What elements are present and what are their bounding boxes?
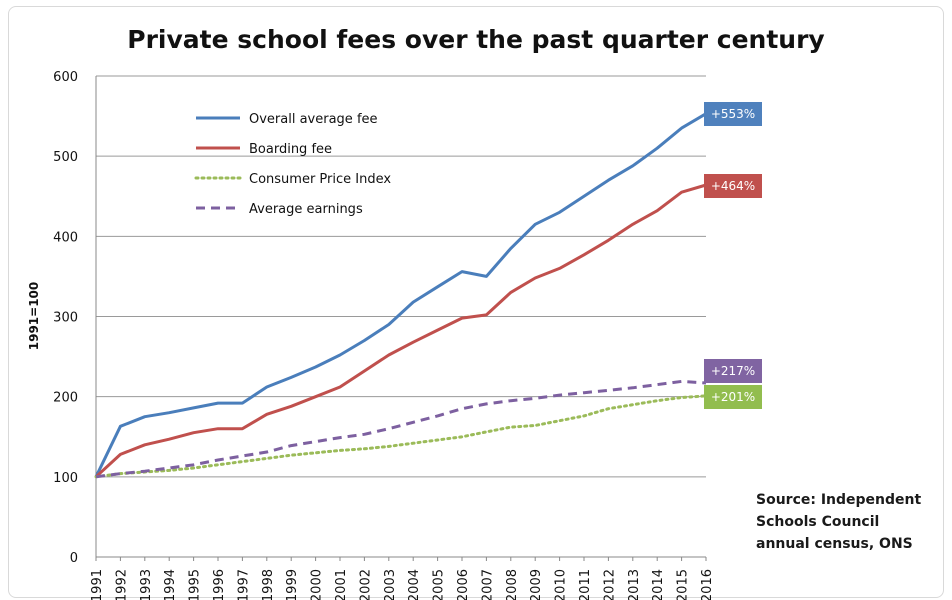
end-label-badge: +217% bbox=[704, 359, 762, 383]
legend-label: Overall average fee bbox=[249, 112, 378, 127]
x-tick-label: 2009 bbox=[529, 569, 544, 600]
y-tick-label: 200 bbox=[53, 391, 78, 406]
x-tick-label: 1991 bbox=[90, 569, 105, 600]
x-tick-label: 1997 bbox=[236, 569, 251, 600]
x-tick-label: 2000 bbox=[310, 569, 325, 600]
end-label-badge: +464% bbox=[704, 174, 762, 198]
y-tick-label: 500 bbox=[53, 150, 78, 165]
x-tick-label: 2007 bbox=[480, 569, 495, 600]
end-label-box bbox=[704, 385, 762, 409]
end-label-badge: +553% bbox=[704, 102, 762, 126]
x-tick-label: 2005 bbox=[432, 569, 447, 600]
chart-frame bbox=[8, 6, 944, 598]
legend: Overall average fee Boarding fee Consumer … bbox=[194, 112, 391, 217]
source-line-1: Source: Independent bbox=[756, 492, 921, 508]
x-tick-label: 1994 bbox=[163, 569, 178, 600]
end-label-text: +464% bbox=[711, 179, 755, 193]
x-axis-ticks: 1991 1992 1993 1994 1995 1996 1997 1998 1999 2000… bbox=[90, 557, 715, 600]
x-tick-label: 2011 bbox=[578, 569, 593, 600]
series-line-average-earnings bbox=[95, 379, 707, 479]
series-line-overall-average-fee bbox=[94, 112, 707, 478]
x-tick-label: 2001 bbox=[334, 569, 349, 600]
end-label-text: +201% bbox=[711, 390, 755, 404]
x-tick-label: 2010 bbox=[554, 569, 569, 600]
y-tick-label: 300 bbox=[53, 311, 78, 326]
x-tick-label: 1995 bbox=[188, 569, 203, 600]
x-tick-label: 1998 bbox=[261, 569, 276, 600]
x-tick-label: 2013 bbox=[627, 569, 642, 600]
source-line-2: Schools Council bbox=[756, 514, 879, 530]
y-tick-label: 100 bbox=[53, 471, 78, 486]
series-line-boarding-fee bbox=[94, 183, 707, 478]
x-tick-label: 2016 bbox=[700, 569, 715, 600]
y-axis-label: 1991=100 bbox=[27, 282, 41, 351]
end-label-box bbox=[704, 174, 762, 198]
legend-label: Boarding fee bbox=[249, 142, 332, 157]
x-tick-label: 1992 bbox=[114, 569, 129, 600]
x-tick-label: 1993 bbox=[139, 569, 154, 600]
x-tick-label: 1996 bbox=[212, 569, 227, 600]
end-label-text: +553% bbox=[711, 107, 755, 121]
chart-title: Private school fees over the past quarte… bbox=[127, 25, 824, 54]
x-tick-label: 2002 bbox=[358, 569, 373, 600]
source-line-3: annual census, ONS bbox=[756, 536, 913, 552]
end-label-box bbox=[704, 359, 762, 383]
end-labels: +553% +464% +201% +217% bbox=[704, 102, 762, 409]
x-tick-label: 2003 bbox=[383, 569, 398, 600]
end-label-badge: +201% bbox=[704, 385, 762, 409]
y-tick-label: 600 bbox=[53, 70, 78, 85]
series-line-consumer-price-index bbox=[94, 394, 708, 479]
x-tick-label: 2014 bbox=[651, 569, 666, 600]
x-tick-label: 2004 bbox=[407, 569, 422, 600]
end-label-text: +217% bbox=[711, 364, 755, 378]
y-axis-ticks: 0 100 200 300 400 500 600 bbox=[53, 70, 78, 566]
series-lines bbox=[94, 112, 708, 479]
x-tick-label: 2012 bbox=[602, 569, 617, 600]
x-tick-label: 2006 bbox=[456, 569, 471, 600]
source-note: Source: Independent Schools Council annu… bbox=[756, 492, 921, 552]
gridlines bbox=[95, 75, 706, 558]
legend-label: Average earnings bbox=[249, 202, 363, 217]
end-label-box bbox=[704, 102, 762, 126]
x-tick-label: 2008 bbox=[505, 569, 520, 600]
y-tick-label: 400 bbox=[53, 230, 78, 245]
legend-label: Consumer Price Index bbox=[249, 172, 391, 187]
x-tick-label: 2015 bbox=[676, 569, 691, 600]
x-tick-label: 1999 bbox=[285, 569, 300, 600]
y-tick-label: 0 bbox=[70, 551, 78, 566]
